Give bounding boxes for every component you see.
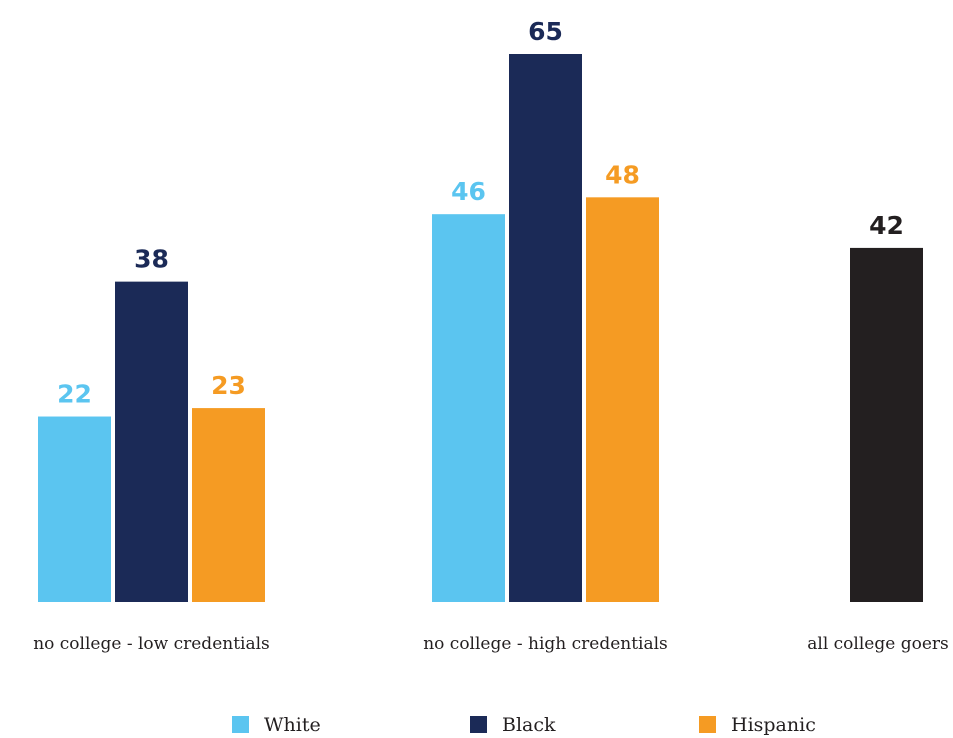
bars-group xyxy=(38,54,923,603)
all-college-goers-bar xyxy=(850,247,923,602)
category-labels-group: no college - low credentials no college -… xyxy=(33,634,949,654)
white-high-credentials-bar xyxy=(432,214,505,602)
legend-label-hispanic: Hispanic xyxy=(731,714,816,736)
legend-swatch-black xyxy=(470,716,487,733)
white-high-credentials-value-label: 46 xyxy=(451,177,486,206)
hispanic-high-credentials-bar xyxy=(586,197,659,603)
hispanic-low-credentials-value-label: 23 xyxy=(211,371,246,400)
black-high-credentials-bar xyxy=(509,54,582,602)
category-label-1: no college - low credentials xyxy=(33,634,270,654)
black-low-credentials-value-label: 38 xyxy=(134,245,169,274)
hispanic-low-credentials-bar xyxy=(192,408,265,602)
legend-swatch-hispanic xyxy=(699,716,716,733)
hispanic-high-credentials-value-label: 48 xyxy=(605,160,640,189)
black-low-credentials-bar xyxy=(115,281,188,602)
category-label-3: all college goers xyxy=(807,634,948,654)
white-low-credentials-bar xyxy=(38,416,111,602)
legend-label-black: Black xyxy=(502,714,556,736)
all-college-goers-value-label: 42 xyxy=(869,211,904,240)
category-label-2: no college - high credentials xyxy=(423,634,668,654)
white-low-credentials-value-label: 22 xyxy=(57,380,92,409)
legend: White Black Hispanic xyxy=(232,714,816,736)
legend-swatch-white xyxy=(232,716,249,733)
value-labels-group: 22 46 38 65 23 48 42 xyxy=(57,17,904,409)
black-high-credentials-value-label: 65 xyxy=(528,17,563,46)
legend-label-white: White xyxy=(264,714,321,736)
